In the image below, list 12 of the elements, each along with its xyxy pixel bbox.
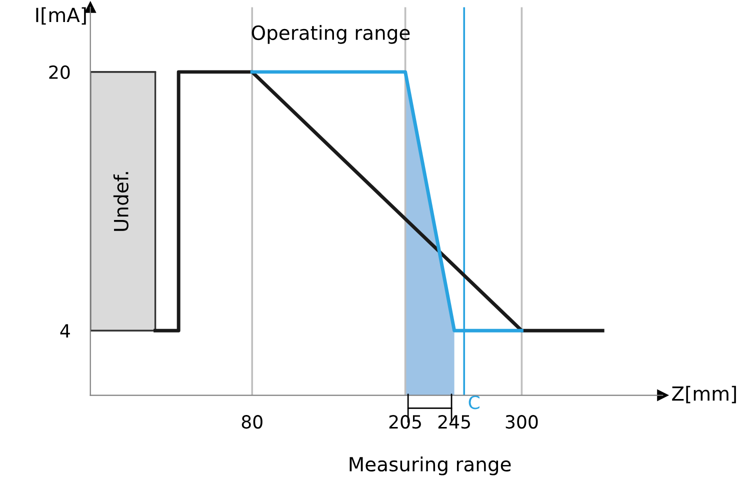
x-tick-label: 300 [506, 415, 538, 429]
text: Measuring range [350, 456, 511, 476]
x-tick-label: 205 [389, 415, 421, 429]
ref-line-label: C [468, 396, 480, 410]
y-axis-title: I[mA] [36, 7, 86, 25]
x-axis-title: Z[mm] [672, 386, 736, 404]
x-tick-label: 245 [438, 415, 470, 429]
x-tick-label: 80 [242, 415, 262, 429]
annotation: Operating range [252, 25, 410, 44]
y-tick-label: 20 [49, 65, 70, 80]
y-tick-label: 4 [60, 324, 70, 338]
annotation: Undef. [113, 172, 128, 231]
